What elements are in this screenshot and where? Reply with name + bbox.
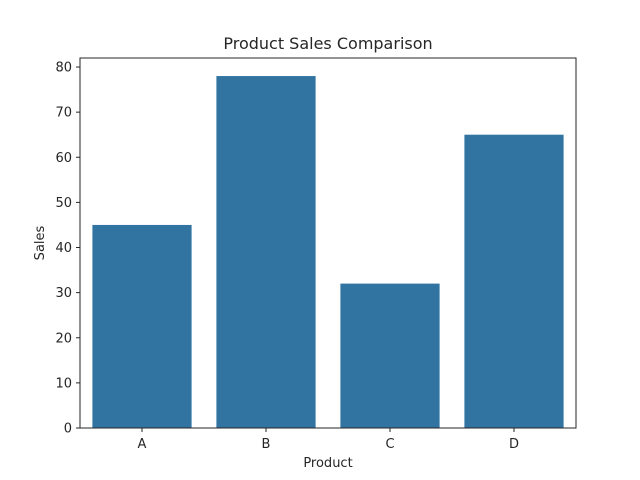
y-tick-label: 10 bbox=[55, 376, 72, 391]
y-axis: 0 10 20 30 40 50 60 70 80 bbox=[55, 61, 80, 437]
chart-title: Product Sales Comparison bbox=[223, 34, 432, 53]
y-tick-label: 0 bbox=[64, 422, 72, 437]
y-tick-label: 70 bbox=[55, 106, 72, 121]
bar-D bbox=[464, 134, 564, 428]
y-tick-label: 40 bbox=[55, 241, 72, 256]
y-tick-label: 20 bbox=[55, 331, 72, 346]
x-axis: A B C D bbox=[138, 428, 519, 452]
x-tick-label: C bbox=[385, 437, 394, 452]
y-tick-label: 60 bbox=[55, 151, 72, 166]
bars-group bbox=[92, 76, 564, 429]
x-tick-label: B bbox=[262, 437, 271, 452]
y-tick-label: 80 bbox=[55, 61, 72, 76]
y-axis-title: Sales bbox=[33, 225, 48, 260]
bar-B bbox=[216, 76, 316, 429]
x-axis-title: Product bbox=[303, 456, 352, 471]
y-tick-label: 30 bbox=[55, 286, 72, 301]
x-tick-label: A bbox=[138, 437, 147, 452]
plot-frame bbox=[79, 57, 577, 429]
bar-C bbox=[340, 283, 440, 428]
bar-A bbox=[92, 224, 192, 428]
y-tick-label: 50 bbox=[55, 196, 72, 211]
x-tick-label: D bbox=[509, 437, 519, 452]
